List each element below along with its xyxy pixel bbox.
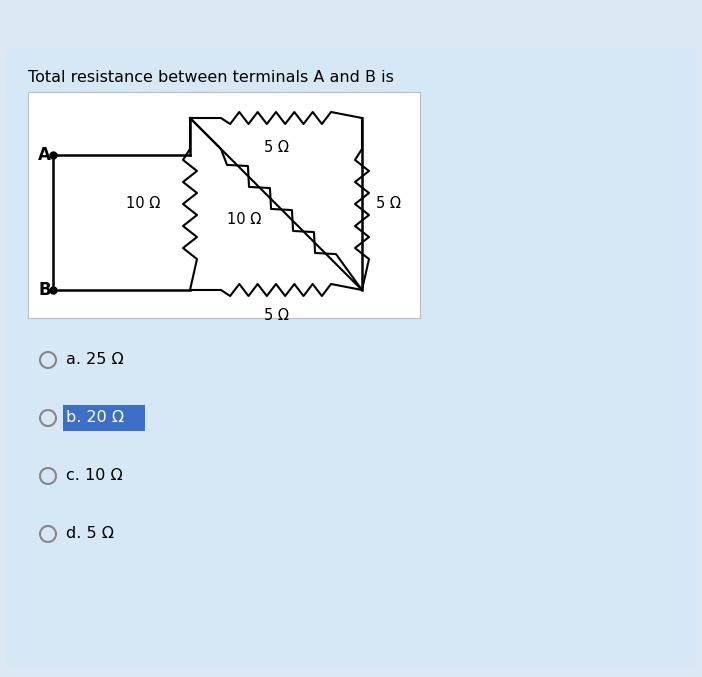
Text: B: B [38, 281, 51, 299]
Text: a. 25 Ω: a. 25 Ω [66, 353, 124, 368]
Text: 5 Ω: 5 Ω [376, 196, 401, 211]
Bar [28, 92, 420, 318]
FancyBboxPatch shape [6, 48, 696, 666]
Text: 10 Ω: 10 Ω [126, 196, 160, 211]
Text: c. 10 Ω: c. 10 Ω [66, 468, 123, 483]
Text: A: A [38, 146, 51, 164]
Text: 5 Ω: 5 Ω [263, 308, 289, 323]
Text: 5 Ω: 5 Ω [263, 140, 289, 155]
Text: d. 5 Ω: d. 5 Ω [66, 527, 114, 542]
Text: 10 Ω: 10 Ω [227, 212, 261, 227]
FancyBboxPatch shape [63, 405, 145, 431]
Text: Total resistance between terminals A and B is: Total resistance between terminals A and… [28, 70, 394, 85]
Text: b. 20 Ω: b. 20 Ω [66, 410, 124, 426]
